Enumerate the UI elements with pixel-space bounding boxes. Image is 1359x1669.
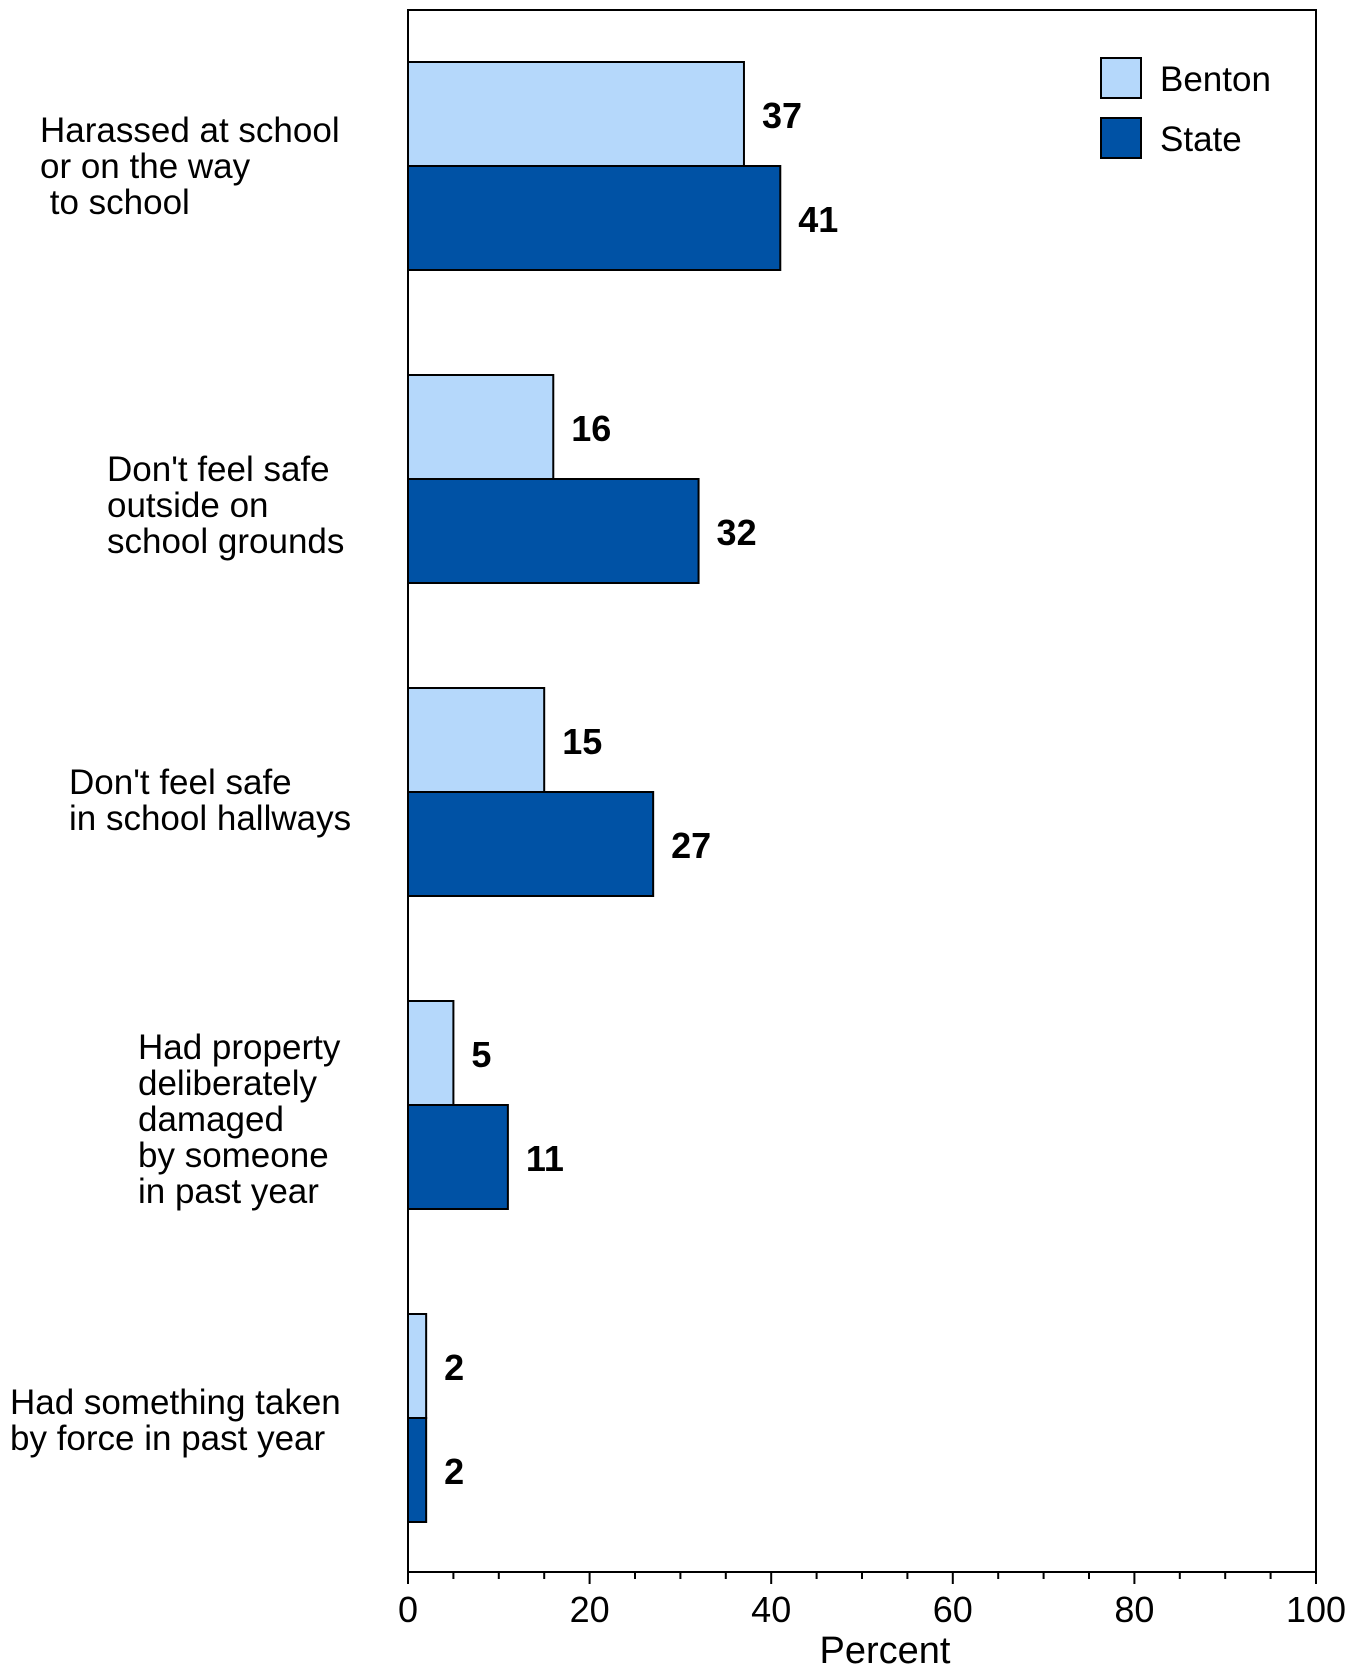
legend-swatch-state <box>1100 117 1142 159</box>
value-label-state-1: 32 <box>717 512 757 553</box>
category-label-2: Don't feel safe in school hallways <box>69 763 352 838</box>
value-labels-layer: 37 41 16 32 15 27 5 11 2 2 <box>444 95 838 1492</box>
legend-label-state: State <box>1160 120 1242 159</box>
bar-state-1 <box>407 478 700 584</box>
value-label-benton-1: 16 <box>571 408 611 449</box>
category-label-3: Had property deliberately damaged by som… <box>138 1028 341 1211</box>
x-axis-title: Percent <box>820 1630 951 1669</box>
x-tick-label: 100 <box>1286 1589 1346 1630</box>
category-label-0: Harassed at school or on the way to scho… <box>40 111 340 222</box>
legend-swatch-benton <box>1100 57 1142 99</box>
x-tick-label: 40 <box>751 1589 791 1630</box>
bar-state-3 <box>407 1104 509 1210</box>
value-label-benton-2: 15 <box>562 721 602 762</box>
x-axis: 0 20 40 60 80 100 <box>398 1572 1346 1630</box>
legend: Benton State <box>1100 57 1271 159</box>
value-label-state-3: 11 <box>526 1138 564 1179</box>
category-label-4: Had something taken by force in past yea… <box>10 1383 341 1458</box>
bar-benton-2 <box>407 687 546 793</box>
value-label-benton-4: 2 <box>444 1347 464 1388</box>
value-label-state-0: 41 <box>798 199 838 240</box>
bar-state-2 <box>407 791 655 897</box>
value-label-state-4: 2 <box>444 1451 464 1492</box>
bar-benton-0 <box>407 61 745 167</box>
x-tick-label: 80 <box>1114 1589 1154 1630</box>
bar-state-4 <box>407 1417 428 1523</box>
bar-benton-1 <box>407 374 555 480</box>
bar-state-0 <box>407 165 782 271</box>
x-tick-label: 0 <box>398 1589 418 1630</box>
bar-benton-3 <box>407 1000 455 1106</box>
legend-label-benton: Benton <box>1160 60 1271 99</box>
bars-layer <box>407 61 782 1523</box>
value-label-benton-3: 5 <box>471 1034 491 1075</box>
value-label-benton-0: 37 <box>762 95 802 136</box>
category-label-1: Don't feel safe outside on school ground… <box>107 450 345 561</box>
bar-benton-4 <box>407 1313 428 1419</box>
value-label-state-2: 27 <box>671 825 711 866</box>
x-tick-label: 60 <box>933 1589 973 1630</box>
x-tick-label: 20 <box>570 1589 610 1630</box>
